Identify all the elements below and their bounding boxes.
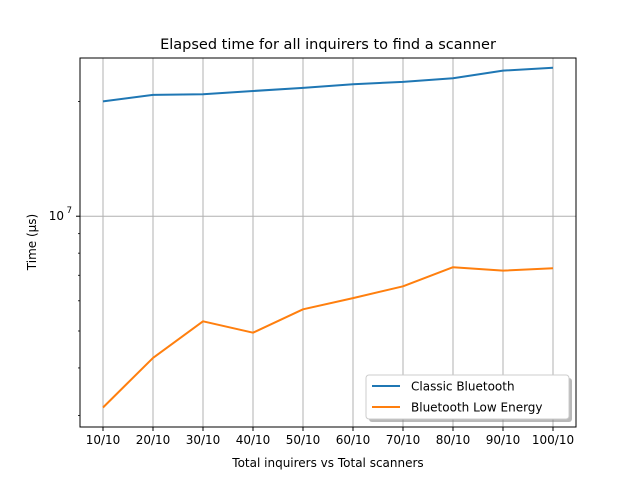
y-tick-label-exponent: 7	[67, 206, 72, 216]
x-tick-label: 100/10	[532, 433, 574, 447]
x-tick-label: 80/10	[436, 433, 471, 447]
x-tick-label: 90/10	[486, 433, 521, 447]
x-tick-label: 10/10	[86, 433, 121, 447]
legend: Classic Bluetooth Bluetooth Low Energy	[366, 375, 572, 422]
x-tick-label: 20/10	[136, 433, 171, 447]
legend-label-classic-bluetooth: Classic Bluetooth	[411, 380, 515, 394]
chart-title: Elapsed time for all inquirers to find a…	[160, 37, 496, 53]
x-tick-label: 40/10	[236, 433, 271, 447]
x-tick-label: 50/10	[286, 433, 321, 447]
y-axis-label: Time (µs)	[25, 214, 39, 271]
x-tick-label: 60/10	[336, 433, 371, 447]
x-tick-label: 70/10	[386, 433, 421, 447]
y-tick-label: 10	[49, 209, 64, 223]
x-axis-label: Total inquirers vs Total scanners	[231, 456, 423, 470]
x-tick-label: 30/10	[186, 433, 221, 447]
legend-label-bluetooth-low-energy: Bluetooth Low Energy	[411, 401, 543, 415]
